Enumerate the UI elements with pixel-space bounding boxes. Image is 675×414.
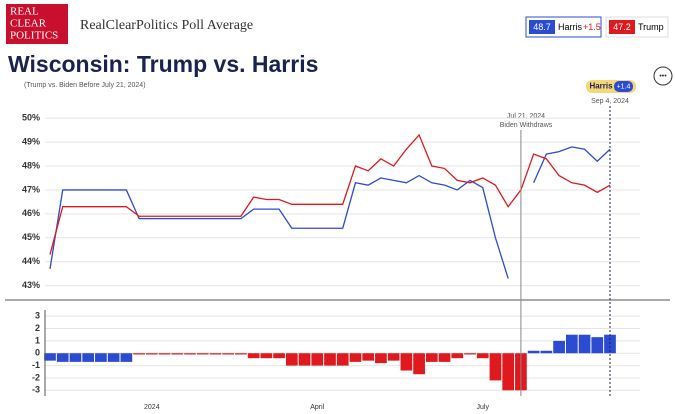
bar xyxy=(387,353,400,361)
bar xyxy=(324,353,336,366)
bar xyxy=(82,353,95,362)
bar xyxy=(438,353,451,362)
y-tick-label: 2 xyxy=(35,323,40,333)
bar xyxy=(349,353,362,362)
bar xyxy=(311,353,324,366)
bar xyxy=(107,353,120,362)
bar xyxy=(425,353,438,362)
bar xyxy=(285,353,298,366)
x-tick-label: July xyxy=(477,404,490,411)
bar xyxy=(196,353,209,355)
y-tick-label: -2 xyxy=(32,372,40,382)
annotation: Biden Withdraws xyxy=(500,122,553,129)
series-line xyxy=(49,133,611,255)
y-tick-label: 46% xyxy=(22,208,40,218)
bar xyxy=(222,353,235,355)
y-tick-label: 44% xyxy=(22,256,40,266)
badge-value: +1.4 xyxy=(617,83,631,90)
chart-title: Wisconsin: Trump vs. Harris xyxy=(8,51,318,77)
bar xyxy=(209,353,222,355)
bar xyxy=(133,353,145,355)
bar xyxy=(489,353,502,381)
bar xyxy=(336,353,349,366)
bar xyxy=(95,353,107,362)
bar xyxy=(476,353,489,359)
bar xyxy=(540,350,553,354)
badge-pill xyxy=(614,81,633,92)
bar xyxy=(56,353,69,362)
y-tick-label: 43% xyxy=(22,280,40,290)
bar xyxy=(260,353,273,359)
menu-icon[interactable]: ••• xyxy=(659,73,667,80)
subtitle: (Trump vs. Biden Before July 21, 2024) xyxy=(24,82,146,89)
logo-box xyxy=(6,4,68,44)
bar xyxy=(362,353,375,361)
y-tick-label: -3 xyxy=(32,385,40,395)
logo-text: POLITICS xyxy=(10,30,58,42)
y-tick-label: 0 xyxy=(35,348,40,358)
bar xyxy=(298,353,311,366)
menu-button[interactable] xyxy=(653,66,673,86)
y-tick-label: 47% xyxy=(22,184,40,194)
bar xyxy=(44,353,56,361)
bar xyxy=(145,353,158,355)
legend-value: 47.2 xyxy=(613,22,631,32)
legend-spread: +1.5 xyxy=(583,22,601,32)
badge-label: Harris xyxy=(589,82,613,91)
bar xyxy=(273,353,285,359)
logo-text: CLEAR xyxy=(10,18,47,30)
bar xyxy=(451,353,464,359)
legend-label: Trump xyxy=(638,22,664,32)
bar xyxy=(69,353,82,362)
legend-value: 48.7 xyxy=(533,22,551,32)
bar xyxy=(375,353,387,364)
annotation: Sep 4, 2024 xyxy=(591,98,629,105)
bar xyxy=(247,353,260,359)
y-tick-label: 45% xyxy=(22,232,40,242)
legend-swatch xyxy=(609,20,635,34)
y-tick-label: 49% xyxy=(22,136,40,146)
legend-box xyxy=(525,16,602,38)
bar xyxy=(235,353,247,355)
y-tick-label: 48% xyxy=(22,160,40,170)
bar xyxy=(464,353,476,355)
bar xyxy=(578,334,591,354)
bar xyxy=(591,337,604,354)
y-tick-label: 50% xyxy=(22,113,40,123)
logo-text: REAL xyxy=(10,6,39,18)
bar xyxy=(502,353,515,391)
y-tick-label: 3 xyxy=(35,311,40,321)
bar xyxy=(158,353,171,355)
x-tick-label: April xyxy=(310,404,324,411)
bar xyxy=(565,334,578,354)
series-line xyxy=(49,174,509,279)
bar xyxy=(171,353,184,355)
bar xyxy=(120,353,133,362)
y-tick-label: -1 xyxy=(32,360,40,370)
bar xyxy=(184,353,196,355)
bar xyxy=(553,340,565,354)
source: RealClearPolitics Poll Average xyxy=(80,18,253,33)
annotation: Jul 21, 2024 xyxy=(507,113,545,120)
legend-label: Harris xyxy=(558,22,582,32)
legend-swatch xyxy=(529,20,555,34)
series-line xyxy=(533,146,611,184)
legend-box xyxy=(605,16,669,38)
y-tick-label: 1 xyxy=(35,335,40,345)
bar xyxy=(400,353,413,371)
bar xyxy=(527,350,540,354)
x-tick-label: 2024 xyxy=(144,404,160,411)
bar xyxy=(413,353,425,375)
